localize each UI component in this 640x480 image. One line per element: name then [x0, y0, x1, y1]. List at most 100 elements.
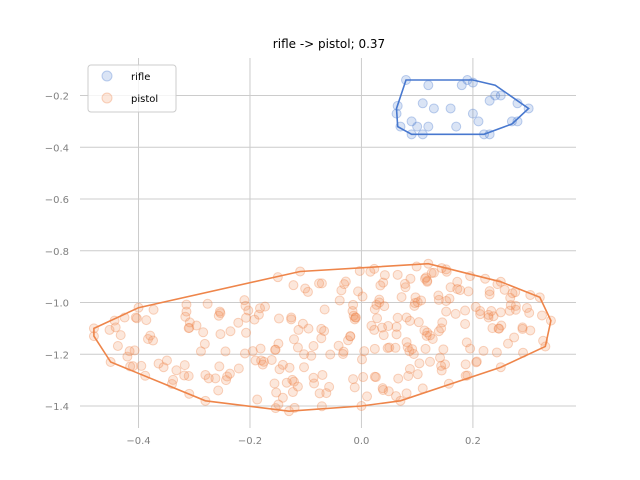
- pistol-point: [480, 273, 491, 284]
- pistol-point: [369, 304, 380, 315]
- pistol-point: [441, 306, 452, 317]
- pistol-point: [88, 323, 99, 334]
- pistol-point: [250, 355, 261, 366]
- pistol-point: [471, 356, 482, 367]
- pistol-point: [383, 386, 394, 397]
- legend: rifle pistol: [87, 64, 177, 113]
- chart-title: rifle -> pistol; 0.37: [273, 37, 385, 51]
- pistol-point: [371, 299, 382, 310]
- y-tick-label: −0.8: [45, 247, 69, 258]
- pistol-point: [141, 315, 152, 326]
- pistol-point: [391, 329, 402, 340]
- hulls: [93, 79, 552, 413]
- pistol-point: [299, 362, 310, 373]
- pistol-point: [319, 304, 330, 315]
- pistol-point: [184, 388, 195, 399]
- rifle-point: [479, 129, 490, 140]
- pistol-point: [484, 289, 495, 300]
- x-tick-label: 0.2: [465, 436, 481, 447]
- pistol-point: [161, 355, 172, 366]
- pistol-point: [158, 362, 169, 373]
- pistol-point: [392, 269, 403, 280]
- pistol-point: [413, 317, 424, 328]
- pistol-point: [222, 371, 233, 382]
- pistol-point: [412, 369, 423, 380]
- pistol-point: [303, 323, 314, 334]
- pistol-point: [436, 323, 447, 334]
- pistol-point: [400, 282, 411, 293]
- legend-label-pistol: pistol: [131, 94, 158, 105]
- pistol-point: [509, 332, 520, 343]
- pistol-point: [153, 358, 164, 369]
- pistol-point: [171, 365, 182, 376]
- pistol-point: [210, 373, 221, 384]
- pistol-point: [115, 330, 126, 341]
- pistol-point: [440, 359, 451, 370]
- pistol-point: [404, 364, 415, 375]
- pistol-point: [200, 369, 211, 380]
- rifle-point: [512, 116, 523, 127]
- pistol-point: [401, 337, 412, 348]
- pistol-point: [299, 349, 310, 360]
- y-tick-label: −1.0: [45, 299, 69, 310]
- pistol-point: [243, 305, 254, 316]
- pistol-point: [483, 309, 494, 320]
- pistol-point: [348, 310, 359, 321]
- tick-labels: −0.4 −0.2 0.0 0.2 −0.2 −0.4 −0.6 −0.8 −1.0 −1.2 −1…: [45, 92, 481, 447]
- y-tick-label: −0.6: [45, 195, 69, 206]
- pistol-point: [518, 347, 529, 358]
- pistol-point: [213, 385, 224, 396]
- pistol-point: [492, 279, 503, 290]
- pistol-point: [140, 370, 151, 381]
- pistol-point: [402, 342, 413, 353]
- pistol-point: [379, 270, 390, 281]
- pistol-point: [401, 388, 412, 399]
- pistol-point: [338, 346, 349, 357]
- rifle-point: [495, 90, 506, 101]
- pistol-point: [316, 401, 327, 412]
- pistol-point: [354, 265, 365, 276]
- legend-marker-pistol: [101, 92, 113, 104]
- pistol-point: [422, 275, 433, 286]
- pistol-point: [109, 315, 120, 326]
- pistol-point: [319, 325, 330, 336]
- pistol-point: [375, 280, 386, 291]
- pistol-point: [433, 290, 444, 301]
- pistol-point: [504, 305, 515, 316]
- pistol-point: [271, 387, 282, 398]
- pistol-point: [411, 261, 422, 272]
- pistol-point: [370, 372, 381, 383]
- pistol-point: [133, 302, 144, 313]
- pistol-point: [365, 266, 376, 277]
- pistol-point: [124, 346, 135, 357]
- pistol-point: [269, 378, 280, 389]
- rifle-point: [423, 121, 434, 132]
- pistol-point: [350, 312, 361, 323]
- pistol-point: [462, 370, 473, 381]
- x-tick-label: −0.2: [238, 436, 262, 447]
- pistol-point: [455, 285, 466, 296]
- pistol-point: [422, 327, 433, 338]
- pistol-point: [110, 322, 121, 333]
- pistol-point: [436, 365, 447, 376]
- pistol-point: [494, 323, 505, 334]
- pistol-point: [316, 278, 327, 289]
- pistol-point: [184, 317, 195, 328]
- pistol-point: [345, 331, 356, 342]
- pistol-point: [495, 362, 506, 373]
- pistol-point: [460, 318, 471, 329]
- rifle-point: [406, 129, 417, 140]
- pistol-point: [258, 356, 269, 367]
- pistol-point: [287, 374, 298, 385]
- pistol-point: [517, 322, 528, 333]
- pistol-point: [324, 381, 335, 392]
- pistol-point: [292, 381, 303, 392]
- pistol-point: [405, 273, 416, 284]
- pistol-point: [339, 279, 350, 290]
- pistol-point: [409, 300, 420, 311]
- pistol-point: [183, 370, 194, 381]
- pistol-point: [203, 373, 214, 384]
- pistol-point: [428, 267, 439, 278]
- pistol-point: [308, 340, 319, 351]
- pistol-point: [491, 347, 502, 358]
